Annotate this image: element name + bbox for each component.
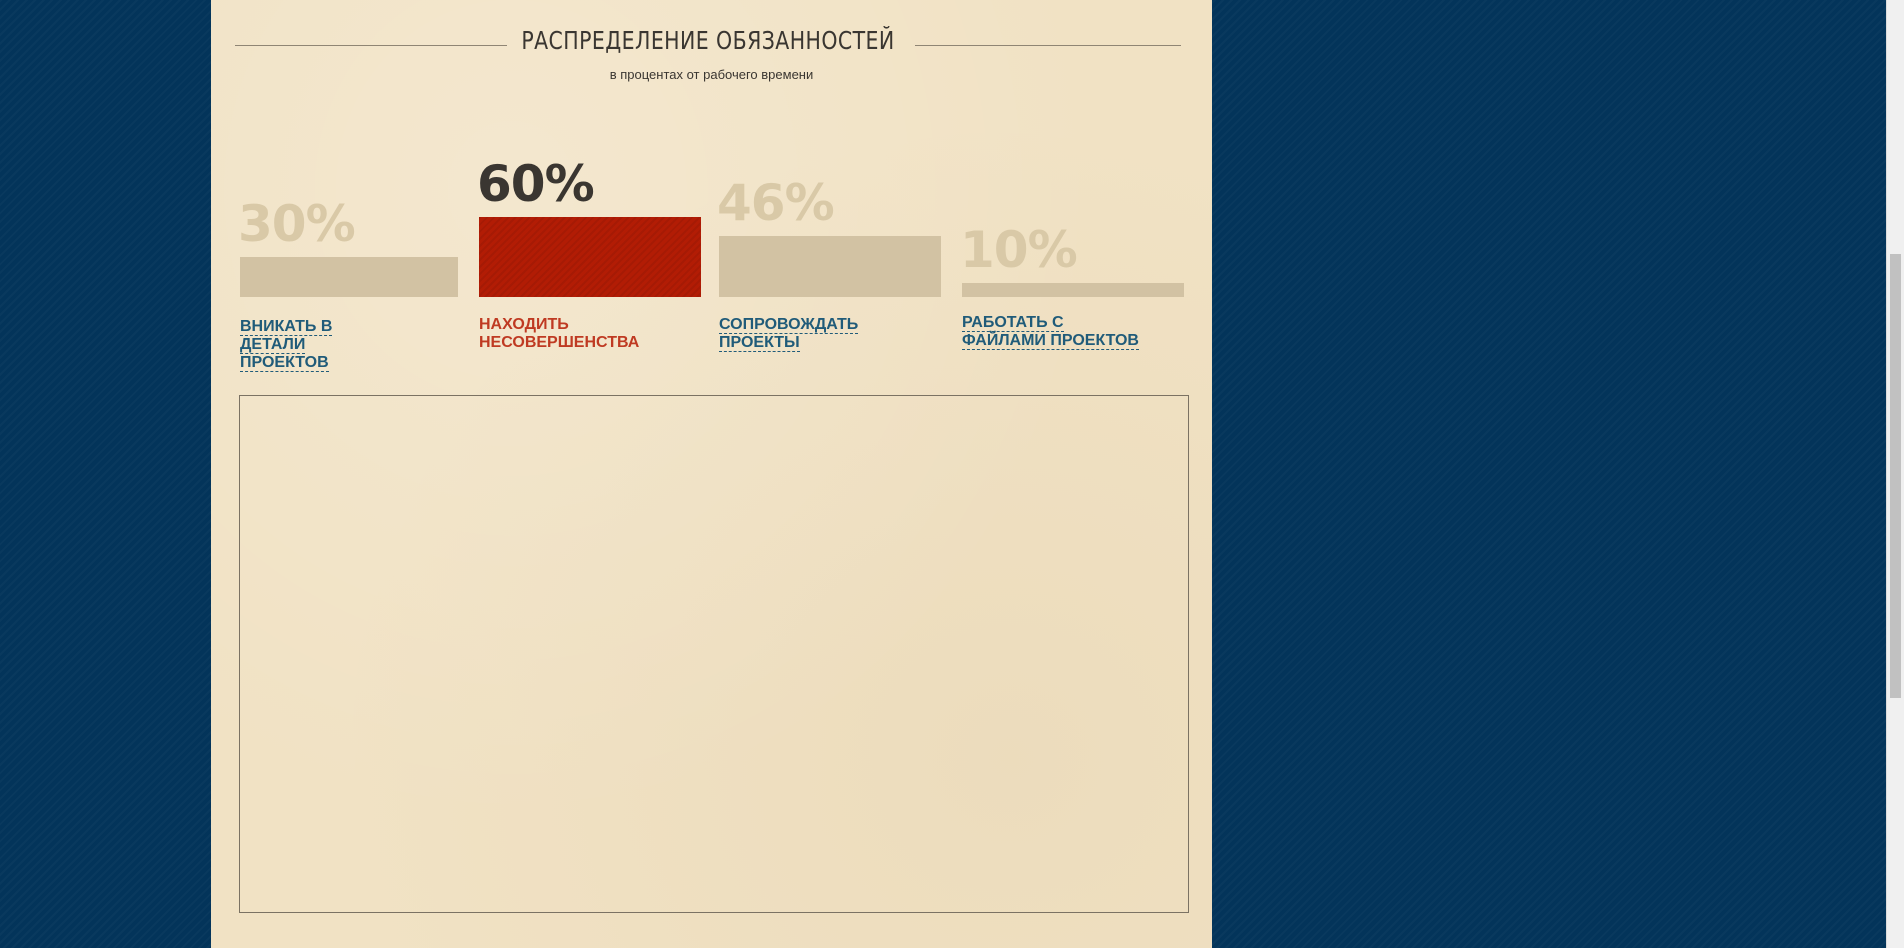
scrollbar-thumb[interactable] [1890,254,1901,698]
chart-bar[interactable] [240,257,458,297]
bar-value-label: 10% [960,221,1078,279]
bar-value-label: 30% [238,195,356,253]
paper-panel: РАСПРЕДЕЛЕНИЕ ОБЯЗАННОСТЕЙ в процентах о… [211,0,1212,948]
bar-value-label: 60% [477,155,595,213]
section-heading: РАСПРЕДЕЛЕНИЕ ОБЯЗАННОСТЕЙ [235,24,1181,64]
heading-rule-left [235,45,507,46]
category-link[interactable]: ВНИКАТЬ В ДЕТАЛИ ПРОЕКТОВ [240,318,333,372]
category-link[interactable]: СОПРОВОЖДАТЬ ПРОЕКТЫ [719,316,859,352]
bar-value-label: 46% [717,174,835,232]
chart-bar[interactable] [479,217,701,297]
chart-bar[interactable] [719,236,941,297]
heading-rule-right [915,45,1181,46]
page-scrollbar[interactable] [1886,0,1904,948]
duties-bar-chart: 30% ВНИКАТЬ В ДЕТАЛИ ПРОЕКТОВ 60% НАХОДИТЬ НЕС… [211,0,1212,400]
content-frame [239,395,1189,913]
page-subtitle: в процентах от рабочего времени [609,67,814,82]
category-link[interactable]: НАХОДИТЬ НЕСОВЕРШЕНСТВА [479,316,640,351]
chart-bar[interactable] [962,283,1184,297]
page-title: РАСПРЕДЕЛЕНИЕ ОБЯЗАННОСТЕЙ [521,26,895,55]
category-link[interactable]: РАБОТАТЬ С ФАЙЛАМИ ПРОЕКТОВ [962,314,1139,350]
